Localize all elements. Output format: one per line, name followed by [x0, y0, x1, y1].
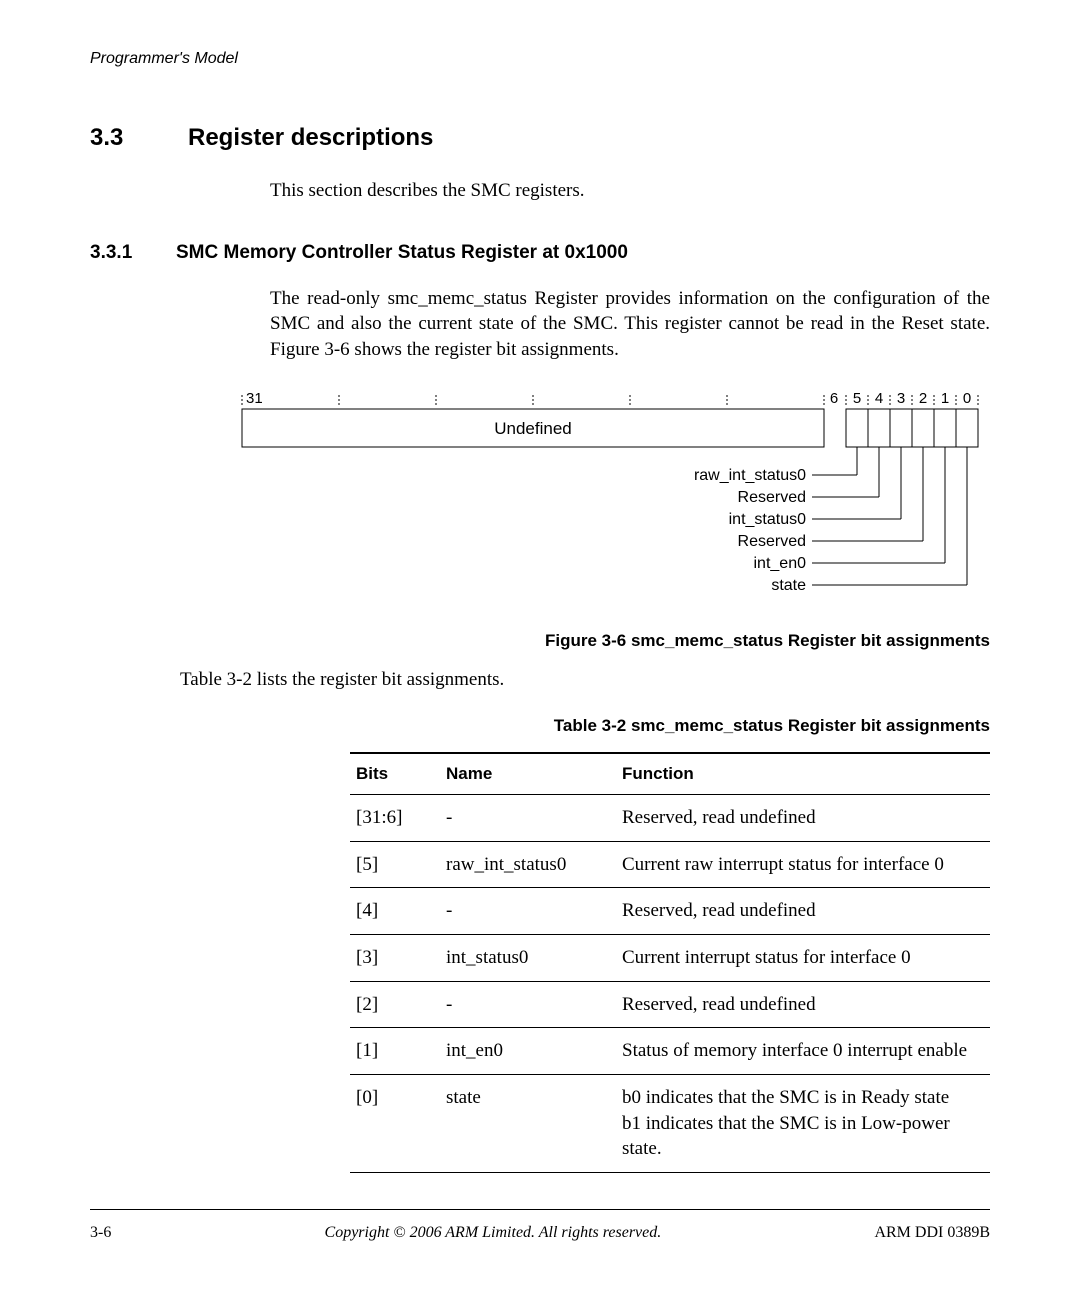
section-heading: 3.3 Register descriptions	[90, 124, 990, 152]
svg-text:Reserved: Reserved	[738, 489, 806, 506]
subsection-heading: 3.3.1 SMC Memory Controller Status Regis…	[90, 242, 990, 264]
section-number: 3.3	[90, 124, 150, 152]
cell-bits: [3]	[350, 935, 440, 982]
svg-text:31: 31	[246, 390, 263, 407]
subsection-paragraph: The read-only smc_memc_status Register p…	[270, 286, 990, 363]
svg-text:Undefined: Undefined	[494, 419, 572, 438]
cell-function: Reserved, read undefined	[616, 888, 990, 935]
table-header-row: Bits Name Function	[350, 753, 990, 795]
register-bitfield-svg: 31 6543210 Undefined raw_int_status0 Reserve…	[240, 383, 980, 611]
cell-function: b0 indicates that the SMC is in Ready st…	[616, 1075, 990, 1173]
page-footer: 3-6 Copyright © 2006 ARM Limited. All ri…	[90, 1209, 990, 1242]
page: Programmer's Model 3.3 Register descript…	[0, 0, 1080, 1296]
cell-function: Reserved, read undefined	[616, 795, 990, 842]
cell-bits: [2]	[350, 981, 440, 1028]
register-table: Bits Name Function [31:6]-Reserved, read…	[350, 752, 990, 1173]
table-row: [1]int_en0Status of memory interface 0 i…	[350, 1028, 990, 1075]
svg-text:6: 6	[830, 390, 838, 407]
svg-text:int_status0: int_status0	[729, 511, 806, 528]
cell-bits: [0]	[350, 1075, 440, 1173]
table-row: [0]stateb0 indicates that the SMC is in …	[350, 1075, 990, 1173]
svg-text:5: 5	[853, 390, 861, 407]
figure-caption: Figure 3-6 smc_memc_status Register bit …	[90, 631, 990, 651]
footer-left: 3-6	[90, 1224, 111, 1242]
svg-text:4: 4	[875, 390, 883, 407]
cell-name: raw_int_status0	[440, 841, 616, 888]
footer-center: Copyright © 2006 ARM Limited. All rights…	[325, 1224, 662, 1242]
table-row: [5]raw_int_status0Current raw interrupt …	[350, 841, 990, 888]
table-row: [3]int_status0Current interrupt status f…	[350, 935, 990, 982]
section-intro: This section describes the SMC registers…	[270, 178, 990, 204]
cell-bits: [5]	[350, 841, 440, 888]
cell-function: Reserved, read undefined	[616, 981, 990, 1028]
col-header-bits: Bits	[350, 753, 440, 795]
cell-name: int_en0	[440, 1028, 616, 1075]
cell-bits: [4]	[350, 888, 440, 935]
footer-right: ARM DDI 0389B	[874, 1224, 990, 1242]
svg-text:3: 3	[897, 390, 905, 407]
cell-function: Current interrupt status for interface 0	[616, 935, 990, 982]
table-row: [31:6]-Reserved, read undefined	[350, 795, 990, 842]
section-title: Register descriptions	[188, 124, 433, 152]
cell-name: state	[440, 1075, 616, 1173]
svg-text:Reserved: Reserved	[738, 533, 806, 550]
cell-function: Current raw interrupt status for interfa…	[616, 841, 990, 888]
post-figure-text: Table 3-2 lists the register bit assignm…	[180, 667, 990, 693]
table-row: [2]-Reserved, read undefined	[350, 981, 990, 1028]
cell-name: int_status0	[440, 935, 616, 982]
cell-name: -	[440, 795, 616, 842]
col-header-name: Name	[440, 753, 616, 795]
svg-text:int_en0: int_en0	[754, 555, 807, 572]
cell-bits: [1]	[350, 1028, 440, 1075]
svg-text:1: 1	[941, 390, 949, 407]
subsection-number: 3.3.1	[90, 242, 150, 264]
table-row: [4]-Reserved, read undefined	[350, 888, 990, 935]
running-head: Programmer's Model	[90, 50, 990, 68]
cell-name: -	[440, 981, 616, 1028]
cell-bits: [31:6]	[350, 795, 440, 842]
svg-text:0: 0	[963, 390, 971, 407]
register-diagram: 31 6543210 Undefined raw_int_status0 Reserve…	[240, 383, 990, 617]
svg-text:raw_int_status0: raw_int_status0	[694, 467, 806, 484]
table-caption: Table 3-2 smc_memc_status Register bit a…	[90, 716, 990, 736]
cell-function: Status of memory interface 0 interrupt e…	[616, 1028, 990, 1075]
svg-text:2: 2	[919, 390, 927, 407]
svg-text:state: state	[771, 577, 806, 594]
subsection-title: SMC Memory Controller Status Register at…	[176, 242, 628, 264]
col-header-function: Function	[616, 753, 990, 795]
cell-name: -	[440, 888, 616, 935]
